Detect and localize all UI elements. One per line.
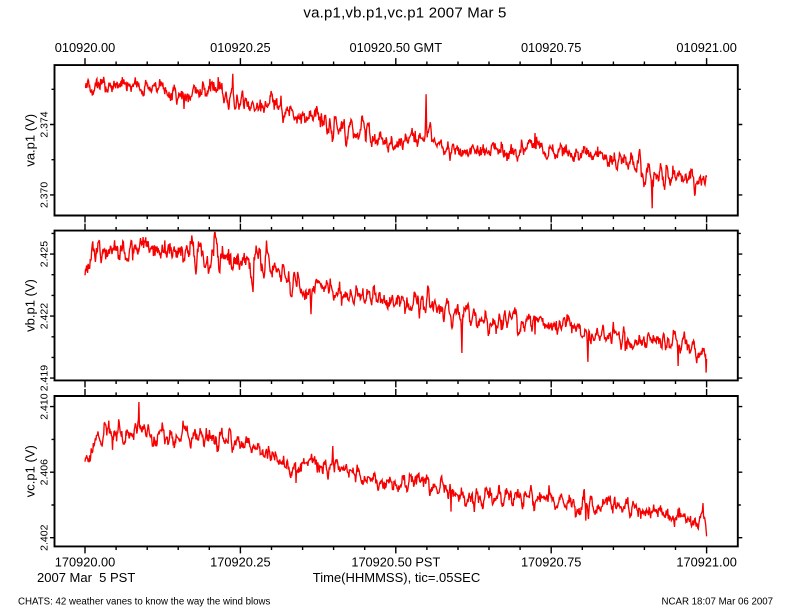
svg-text:CHATS: 42 weather vanes to kno: CHATS: 42 weather vanes to know the way … <box>18 597 271 608</box>
svg-text:170921.00: 170921.00 <box>676 555 737 570</box>
svg-text:2.374: 2.374 <box>39 111 51 137</box>
svg-text:170920.50 PST: 170920.50 PST <box>351 555 440 570</box>
svg-text:010920.00: 010920.00 <box>55 40 116 55</box>
svg-text:170920.25: 170920.25 <box>210 555 271 570</box>
svg-text:2007 Mar 5 PST: 2007 Mar 5 PST <box>37 570 135 585</box>
svg-text:170920.00: 170920.00 <box>55 555 116 570</box>
svg-text:2.422: 2.422 <box>39 303 51 329</box>
svg-text:2.370: 2.370 <box>39 182 51 208</box>
svg-text:2.419: 2.419 <box>39 365 51 391</box>
svg-text:010921.00: 010921.00 <box>676 40 737 55</box>
svg-text:2.425: 2.425 <box>39 241 51 267</box>
svg-text:va.p1 (V): va.p1 (V) <box>23 114 38 167</box>
svg-text:2.406: 2.406 <box>39 459 51 485</box>
svg-text:010920.25: 010920.25 <box>210 40 271 55</box>
svg-text:NCAR 18:07 Mar 06 2007: NCAR 18:07 Mar 06 2007 <box>662 597 773 608</box>
svg-text:010920.75: 010920.75 <box>521 40 582 55</box>
svg-text:2.410: 2.410 <box>39 393 51 419</box>
svg-text:170920.75: 170920.75 <box>521 555 582 570</box>
svg-text:vb.p1 (V): vb.p1 (V) <box>23 279 38 332</box>
svg-text:010920.50 GMT: 010920.50 GMT <box>350 40 443 55</box>
svg-text:Time(HHMMSS), tic=.05SEC: Time(HHMMSS), tic=.05SEC <box>313 570 480 585</box>
svg-text:vc.p1 (V): vc.p1 (V) <box>23 445 38 497</box>
svg-text:2.402: 2.402 <box>39 524 51 550</box>
svg-text:va.p1,vb.p1,vc.p1 2007 Mar 5: va.p1,vb.p1,vc.p1 2007 Mar 5 <box>303 5 506 22</box>
